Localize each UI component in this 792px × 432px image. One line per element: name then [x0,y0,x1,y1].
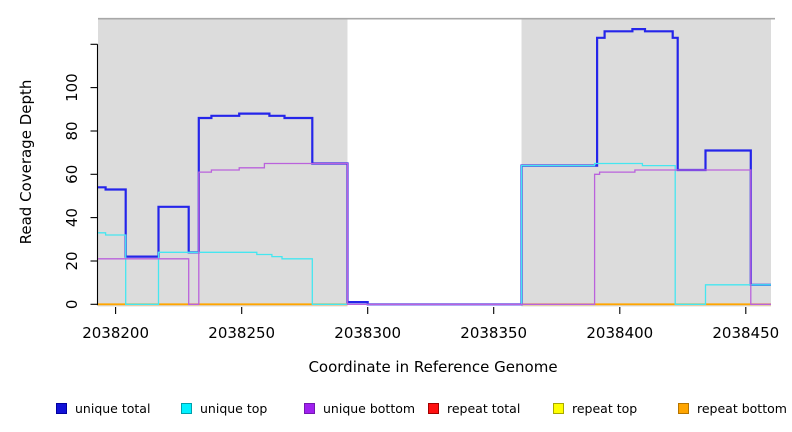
svg-text:2038300: 2038300 [334,324,401,342]
svg-text:40: 40 [63,208,81,227]
svg-text:2038250: 2038250 [208,324,275,342]
svg-text:2038400: 2038400 [586,324,653,342]
svg-text:0: 0 [63,300,81,310]
svg-text:60: 60 [63,165,81,184]
y-axis-title: Read Coverage Depth [17,79,35,245]
svg-text:2038450: 2038450 [712,324,779,342]
svg-text:20: 20 [63,251,81,270]
svg-text:2038200: 2038200 [82,324,149,342]
svg-text:2038350: 2038350 [460,324,527,342]
x-axis-title: Coordinate in Reference Genome [308,358,558,376]
svg-text:100: 100 [63,73,81,102]
svg-text:80: 80 [63,121,81,140]
